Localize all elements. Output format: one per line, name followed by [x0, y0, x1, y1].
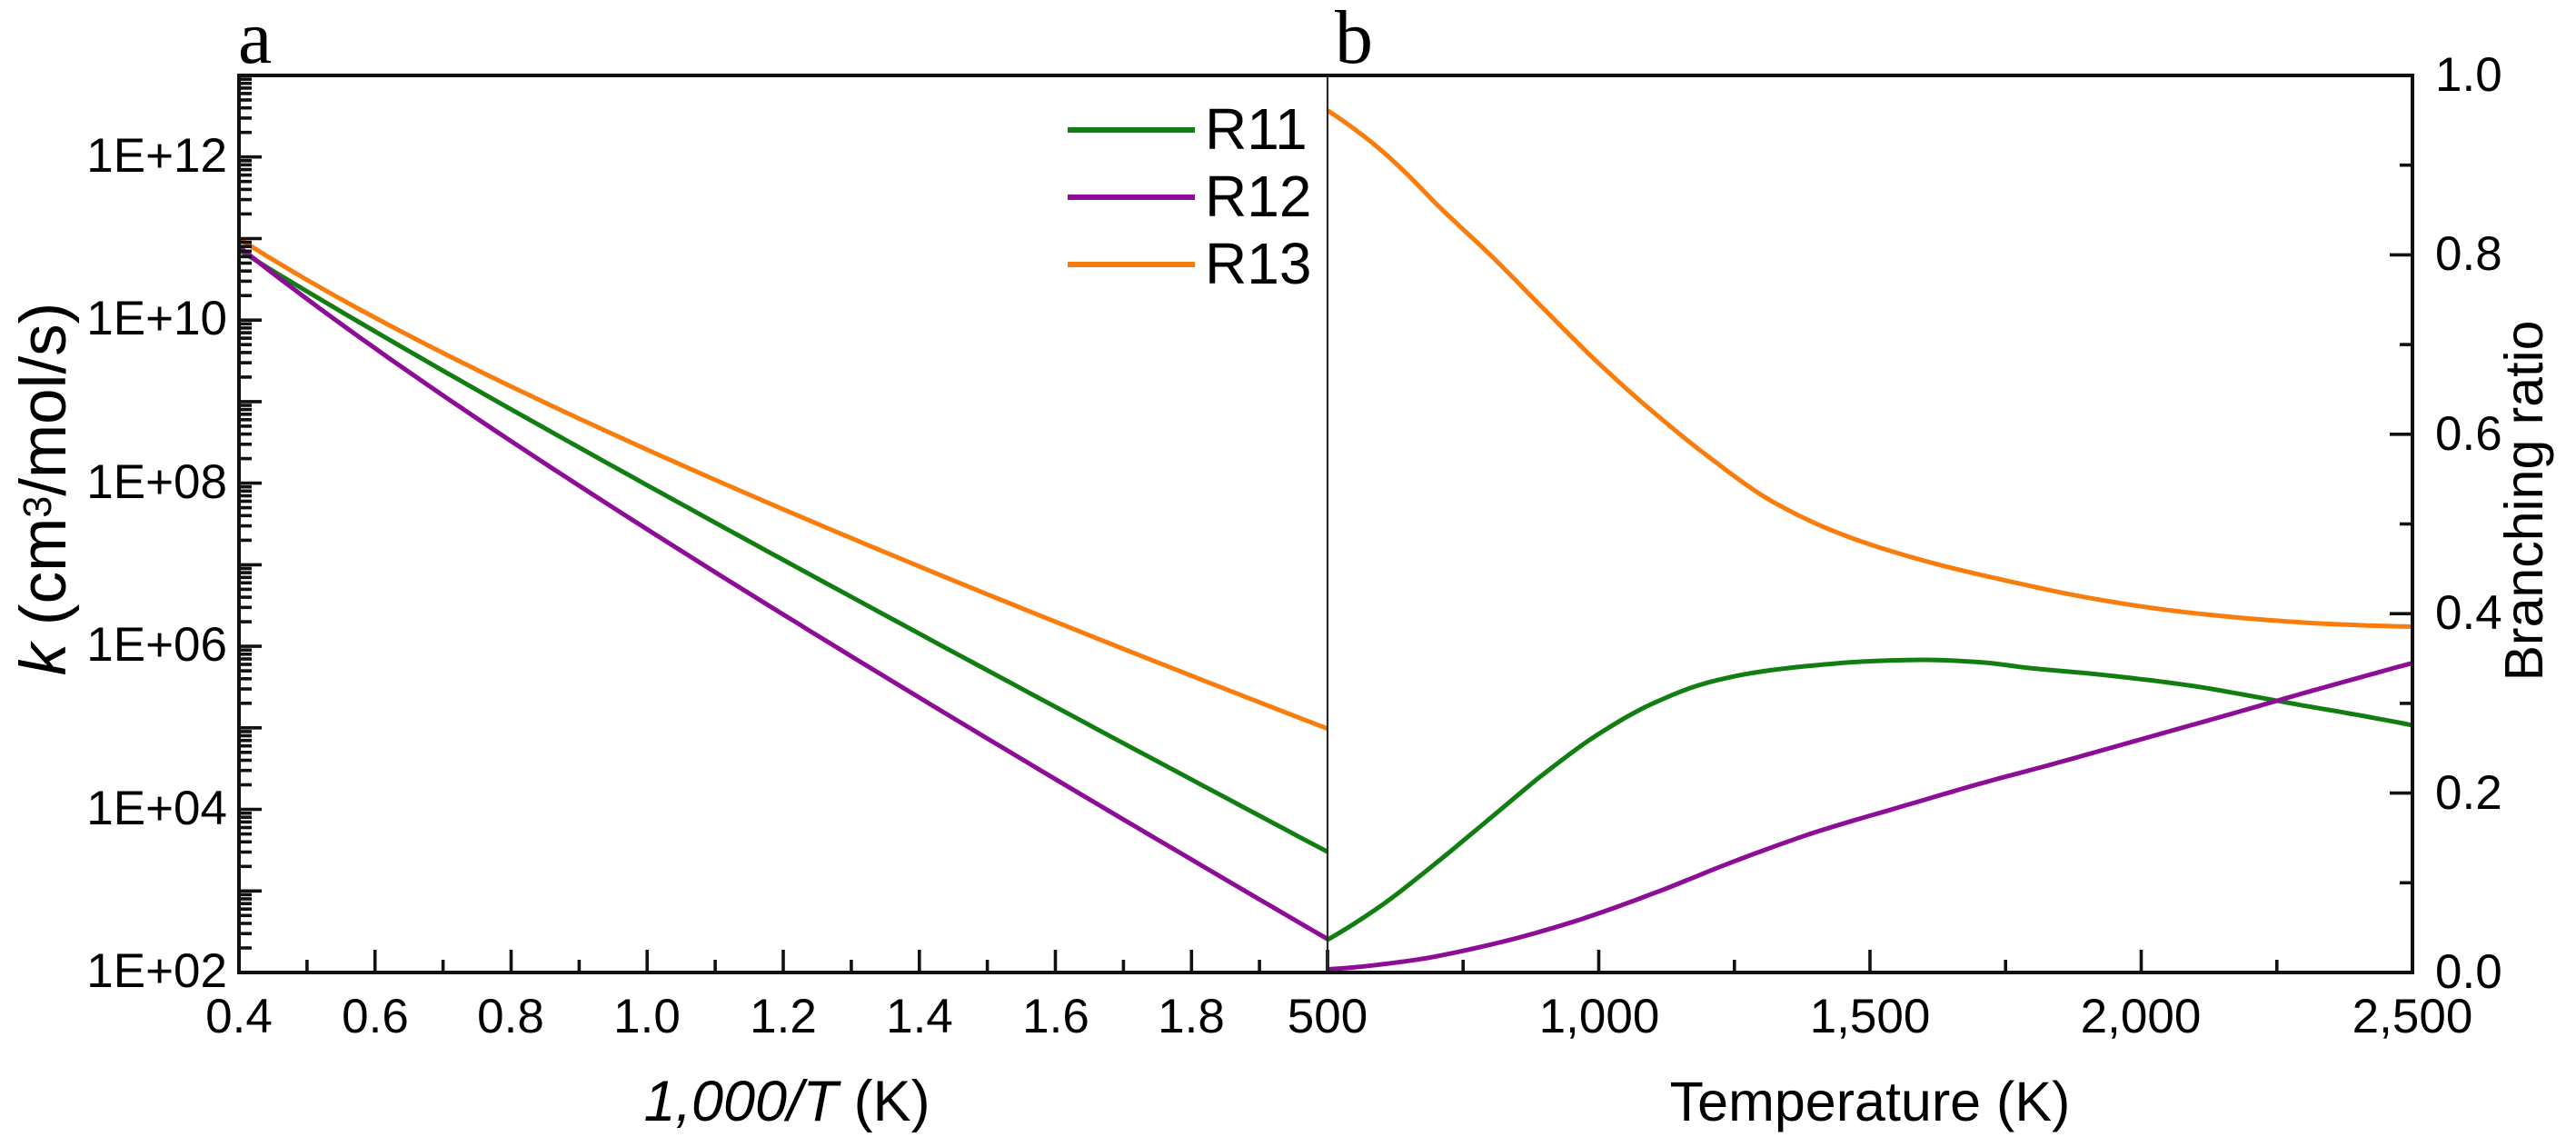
svg-text:0.4: 0.4 — [2435, 586, 2502, 640]
svg-text:1,000: 1,000 — [1539, 990, 1660, 1043]
svg-text:0.2: 0.2 — [2435, 766, 2502, 820]
svg-text:R12: R12 — [1205, 164, 1311, 229]
svg-text:R11: R11 — [1205, 96, 1308, 162]
svg-text:1E+08: 1E+08 — [86, 455, 227, 509]
svg-text:2,000: 2,000 — [2081, 990, 2202, 1043]
svg-text:R13: R13 — [1205, 231, 1311, 296]
svg-text:1E+02: 1E+02 — [86, 944, 227, 998]
svg-text:500: 500 — [1288, 990, 1368, 1043]
svg-text:0.0: 0.0 — [2435, 945, 2502, 999]
svg-text:1,500: 1,500 — [1810, 990, 1931, 1043]
svg-text:a: a — [238, 0, 272, 80]
svg-text:0.6: 0.6 — [342, 990, 409, 1043]
svg-text:1.4: 1.4 — [886, 990, 953, 1043]
svg-text:1E+06: 1E+06 — [86, 618, 227, 672]
svg-text:1.0: 1.0 — [2435, 48, 2502, 102]
svg-text:b: b — [1335, 0, 1373, 80]
svg-text:Branching ratio: Branching ratio — [2494, 321, 2554, 682]
svg-text:0.4: 0.4 — [205, 990, 273, 1043]
svg-text:1.8: 1.8 — [1158, 990, 1225, 1043]
svg-text:1.0: 1.0 — [613, 990, 681, 1043]
svg-text:0.6: 0.6 — [2435, 407, 2502, 461]
svg-text:2,500: 2,500 — [2352, 990, 2473, 1043]
svg-text:1.2: 1.2 — [750, 990, 817, 1043]
svg-text:1E+12: 1E+12 — [86, 129, 227, 183]
svg-text:1E+04: 1E+04 — [86, 782, 227, 835]
svg-text:1E+10: 1E+10 — [86, 292, 227, 345]
svg-text:1.6: 1.6 — [1022, 990, 1089, 1043]
svg-text:0.8: 0.8 — [2435, 227, 2502, 281]
svg-text:k (cm3/mol/s): k (cm3/mol/s) — [8, 303, 80, 676]
svg-text:1,000/T (K): 1,000/T (K) — [643, 1070, 930, 1133]
svg-text:Temperature (K): Temperature (K) — [1670, 1071, 2071, 1132]
svg-text:0.8: 0.8 — [477, 990, 544, 1043]
